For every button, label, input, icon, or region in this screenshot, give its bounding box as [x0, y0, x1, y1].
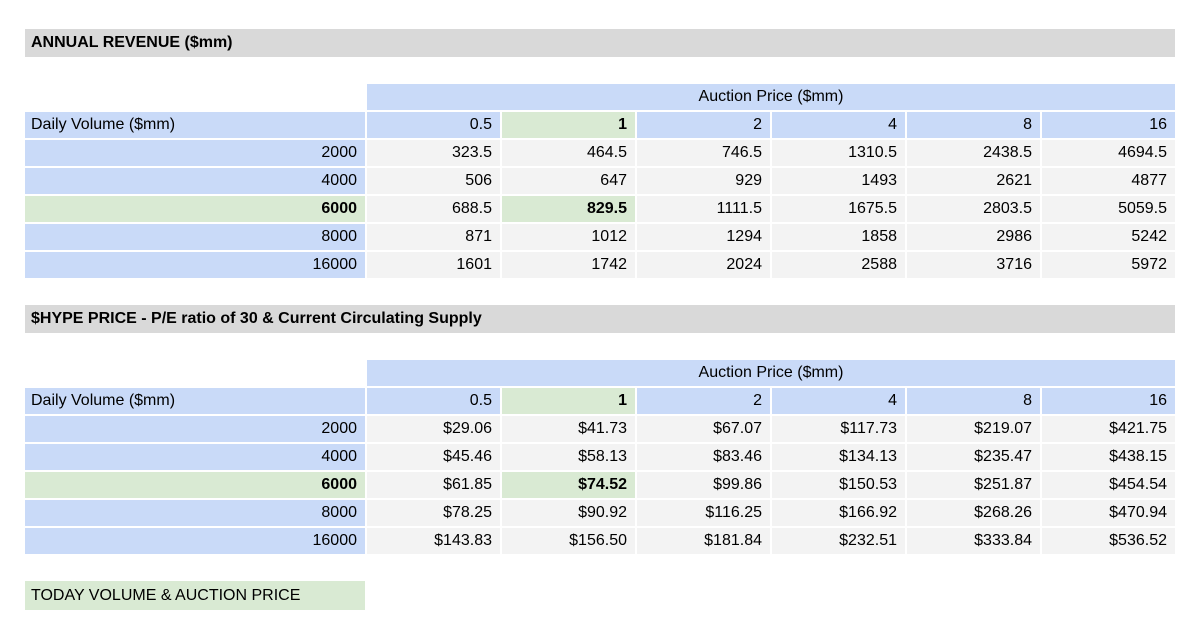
- row-header-highlighted[interactable]: 6000: [25, 472, 365, 498]
- row-header[interactable]: 2000: [25, 416, 365, 442]
- data-cell[interactable]: 4694.5: [1042, 140, 1175, 166]
- table-hype-price: Auction Price ($mm) Daily Volume ($mm) 0…: [25, 360, 1175, 554]
- data-cell[interactable]: $232.51: [772, 528, 905, 554]
- data-cell[interactable]: 2621: [907, 168, 1040, 194]
- data-cell[interactable]: 5059.5: [1042, 196, 1175, 222]
- data-cell[interactable]: 2803.5: [907, 196, 1040, 222]
- column-header[interactable]: 4: [772, 112, 905, 138]
- data-cell[interactable]: $143.83: [367, 528, 500, 554]
- data-cell[interactable]: $90.92: [502, 500, 635, 526]
- data-cell[interactable]: 2588: [772, 252, 905, 278]
- data-cell[interactable]: 4877: [1042, 168, 1175, 194]
- data-cell[interactable]: 1294: [637, 224, 770, 250]
- data-cell[interactable]: $156.50: [502, 528, 635, 554]
- table-annual-revenue: Auction Price ($mm) Daily Volume ($mm) 0…: [25, 84, 1175, 278]
- data-cell[interactable]: $78.25: [367, 500, 500, 526]
- data-cell[interactable]: $41.73: [502, 416, 635, 442]
- data-cell[interactable]: 506: [367, 168, 500, 194]
- column-header[interactable]: 2: [637, 388, 770, 414]
- annual-revenue-title[interactable]: ANNUAL REVENUE ($mm): [25, 29, 1175, 57]
- data-cell[interactable]: 929: [637, 168, 770, 194]
- data-cell[interactable]: $67.07: [637, 416, 770, 442]
- row-header[interactable]: 16000: [25, 528, 365, 554]
- column-header[interactable]: 4: [772, 388, 905, 414]
- row-header-highlighted[interactable]: 6000: [25, 196, 365, 222]
- data-cell[interactable]: $150.53: [772, 472, 905, 498]
- data-cell[interactable]: $251.87: [907, 472, 1040, 498]
- data-cell[interactable]: 871: [367, 224, 500, 250]
- data-cell[interactable]: 2438.5: [907, 140, 1040, 166]
- data-cell[interactable]: $438.15: [1042, 444, 1175, 470]
- data-cell[interactable]: $61.85: [367, 472, 500, 498]
- auction-price-group-header[interactable]: Auction Price ($mm): [367, 360, 1175, 386]
- data-cell[interactable]: $421.75: [1042, 416, 1175, 442]
- row-header[interactable]: 4000: [25, 168, 365, 194]
- today-volume-label[interactable]: TODAY VOLUME & AUCTION PRICE: [25, 581, 365, 610]
- data-cell[interactable]: 1493: [772, 168, 905, 194]
- row-header[interactable]: 8000: [25, 224, 365, 250]
- column-header-highlighted[interactable]: 1: [502, 112, 635, 138]
- data-cell[interactable]: $333.84: [907, 528, 1040, 554]
- data-cell[interactable]: 2986: [907, 224, 1040, 250]
- data-cell[interactable]: $454.54: [1042, 472, 1175, 498]
- data-cell[interactable]: 1858: [772, 224, 905, 250]
- data-cell[interactable]: $58.13: [502, 444, 635, 470]
- corner-spacer: [25, 84, 365, 110]
- data-cell[interactable]: $116.25: [637, 500, 770, 526]
- data-cell[interactable]: $470.94: [1042, 500, 1175, 526]
- column-header[interactable]: 2: [637, 112, 770, 138]
- data-cell[interactable]: $117.73: [772, 416, 905, 442]
- data-cell[interactable]: 688.5: [367, 196, 500, 222]
- row-header[interactable]: 8000: [25, 500, 365, 526]
- data-cell[interactable]: 1601: [367, 252, 500, 278]
- data-cell[interactable]: 1111.5: [637, 196, 770, 222]
- column-header[interactable]: 8: [907, 112, 1040, 138]
- data-cell[interactable]: $83.46: [637, 444, 770, 470]
- row-header[interactable]: 2000: [25, 140, 365, 166]
- data-cell[interactable]: $235.47: [907, 444, 1040, 470]
- data-cell-highlighted[interactable]: $74.52: [502, 472, 635, 498]
- data-cell[interactable]: 323.5: [367, 140, 500, 166]
- row-header[interactable]: 16000: [25, 252, 365, 278]
- data-cell[interactable]: 3716: [907, 252, 1040, 278]
- column-header[interactable]: 8: [907, 388, 1040, 414]
- column-header[interactable]: 0.5: [367, 388, 500, 414]
- auction-price-group-header[interactable]: Auction Price ($mm): [367, 84, 1175, 110]
- column-header[interactable]: 16: [1042, 388, 1175, 414]
- daily-volume-header[interactable]: Daily Volume ($mm): [25, 112, 365, 138]
- column-header[interactable]: 16: [1042, 112, 1175, 138]
- data-cell[interactable]: 1012: [502, 224, 635, 250]
- data-cell[interactable]: 647: [502, 168, 635, 194]
- data-cell[interactable]: $268.26: [907, 500, 1040, 526]
- data-cell[interactable]: 5242: [1042, 224, 1175, 250]
- hype-price-title[interactable]: $HYPE PRICE - P/E ratio of 30 & Current …: [25, 305, 1175, 333]
- data-cell[interactable]: 1675.5: [772, 196, 905, 222]
- data-cell[interactable]: $99.86: [637, 472, 770, 498]
- data-cell[interactable]: 464.5: [502, 140, 635, 166]
- data-cell[interactable]: $45.46: [367, 444, 500, 470]
- column-header-highlighted[interactable]: 1: [502, 388, 635, 414]
- data-cell[interactable]: $134.13: [772, 444, 905, 470]
- column-header[interactable]: 0.5: [367, 112, 500, 138]
- data-cell[interactable]: 1742: [502, 252, 635, 278]
- row-header[interactable]: 4000: [25, 444, 365, 470]
- data-cell-highlighted[interactable]: 829.5: [502, 196, 635, 222]
- data-cell[interactable]: $536.52: [1042, 528, 1175, 554]
- data-cell[interactable]: $29.06: [367, 416, 500, 442]
- data-cell[interactable]: 5972: [1042, 252, 1175, 278]
- data-cell[interactable]: 1310.5: [772, 140, 905, 166]
- daily-volume-header[interactable]: Daily Volume ($mm): [25, 388, 365, 414]
- data-cell[interactable]: $219.07: [907, 416, 1040, 442]
- data-cell[interactable]: $181.84: [637, 528, 770, 554]
- data-cell[interactable]: 746.5: [637, 140, 770, 166]
- data-cell[interactable]: $166.92: [772, 500, 905, 526]
- data-cell[interactable]: 2024: [637, 252, 770, 278]
- corner-spacer: [25, 360, 365, 386]
